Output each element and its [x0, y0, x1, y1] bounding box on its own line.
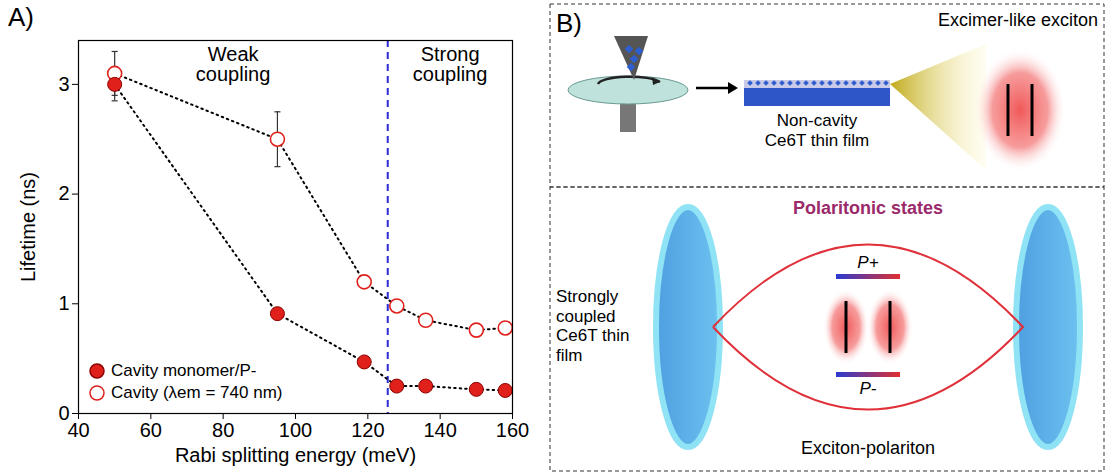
html-text:A): A): [8, 2, 34, 32]
svg-text:StronglycoupledCe6T thinfilm: StronglycoupledCe6T thinfilm: [556, 287, 629, 365]
svg-text:80: 80: [212, 419, 234, 441]
svg-text:Strongcoupling: Strongcoupling: [413, 43, 488, 85]
svg-text:100: 100: [279, 419, 312, 441]
svg-text:Non-cavityCe6T thin film: Non-cavityCe6T thin film: [765, 111, 870, 150]
svg-text:P-: P-: [860, 379, 877, 398]
svg-text:Rabi splitting energy (meV): Rabi splitting energy (meV): [175, 444, 416, 466]
svg-text:1: 1: [58, 292, 69, 314]
svg-text:P+: P+: [857, 253, 878, 272]
svg-text:Exciton-polariton: Exciton-polariton: [801, 438, 935, 458]
svg-text:120: 120: [351, 419, 384, 441]
svg-text:B): B): [556, 8, 582, 38]
svg-text:2: 2: [58, 182, 69, 204]
svg-text:140: 140: [423, 419, 456, 441]
html-text:Cavity (λem = 740 nm): Cavity (λem = 740 nm): [111, 383, 283, 402]
svg-text:3: 3: [58, 73, 69, 95]
svg-text:60: 60: [140, 419, 162, 441]
svg-text:Excimer-like exciton: Excimer-like exciton: [938, 10, 1098, 30]
svg-text:Lifetime (ns): Lifetime (ns): [17, 172, 39, 282]
html-text:Cavity monomer/P-: Cavity monomer/P-: [111, 361, 257, 380]
svg-text:0: 0: [58, 401, 70, 424]
svg-text:Polaritonic states: Polaritonic states: [793, 198, 943, 218]
svg-text:160: 160: [496, 419, 529, 441]
svg-text:Weakcoupling: Weakcoupling: [196, 43, 271, 85]
svg-text:40: 40: [67, 419, 89, 441]
